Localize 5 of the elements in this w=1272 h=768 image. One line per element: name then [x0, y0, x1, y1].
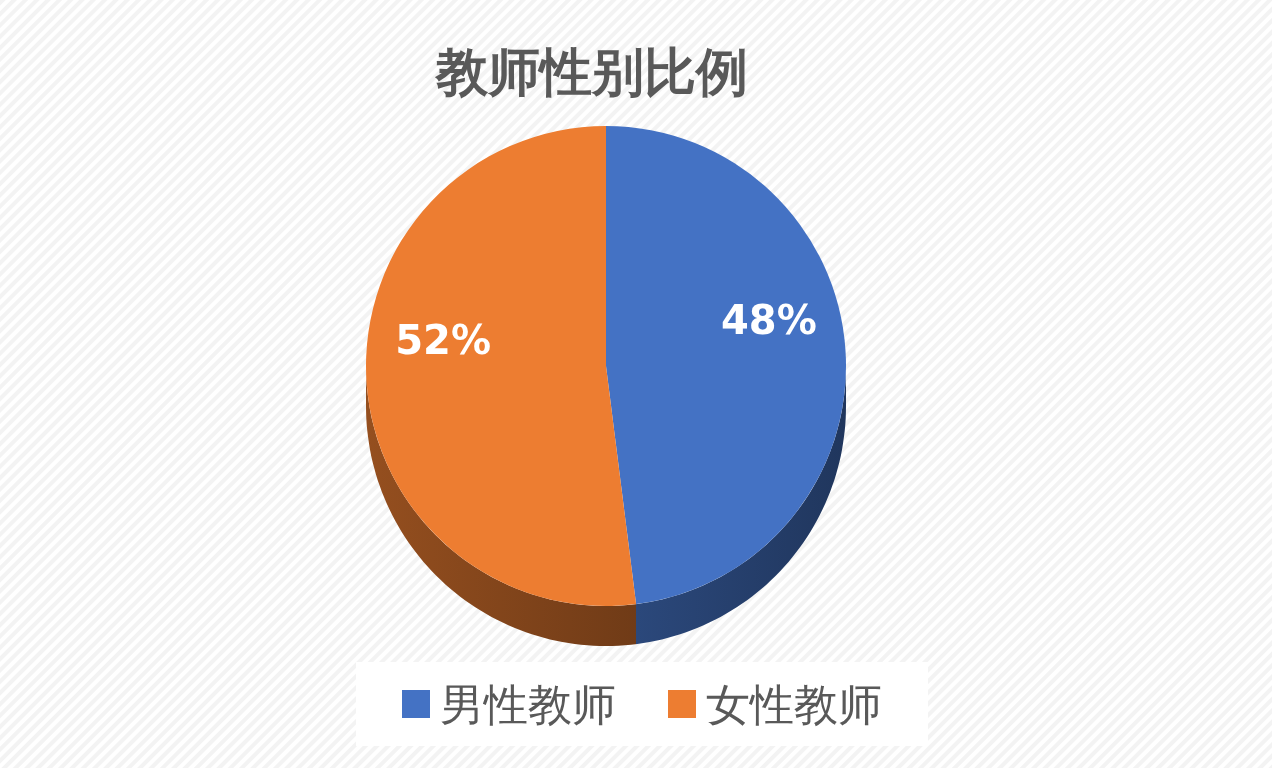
legend-label: 男性教师 [440, 678, 616, 730]
legend-label: 女性教师 [706, 678, 882, 730]
chart-title: 教师性别比例 [434, 42, 748, 102]
data-label: 48% [721, 296, 817, 343]
data-label: 52% [395, 317, 491, 364]
